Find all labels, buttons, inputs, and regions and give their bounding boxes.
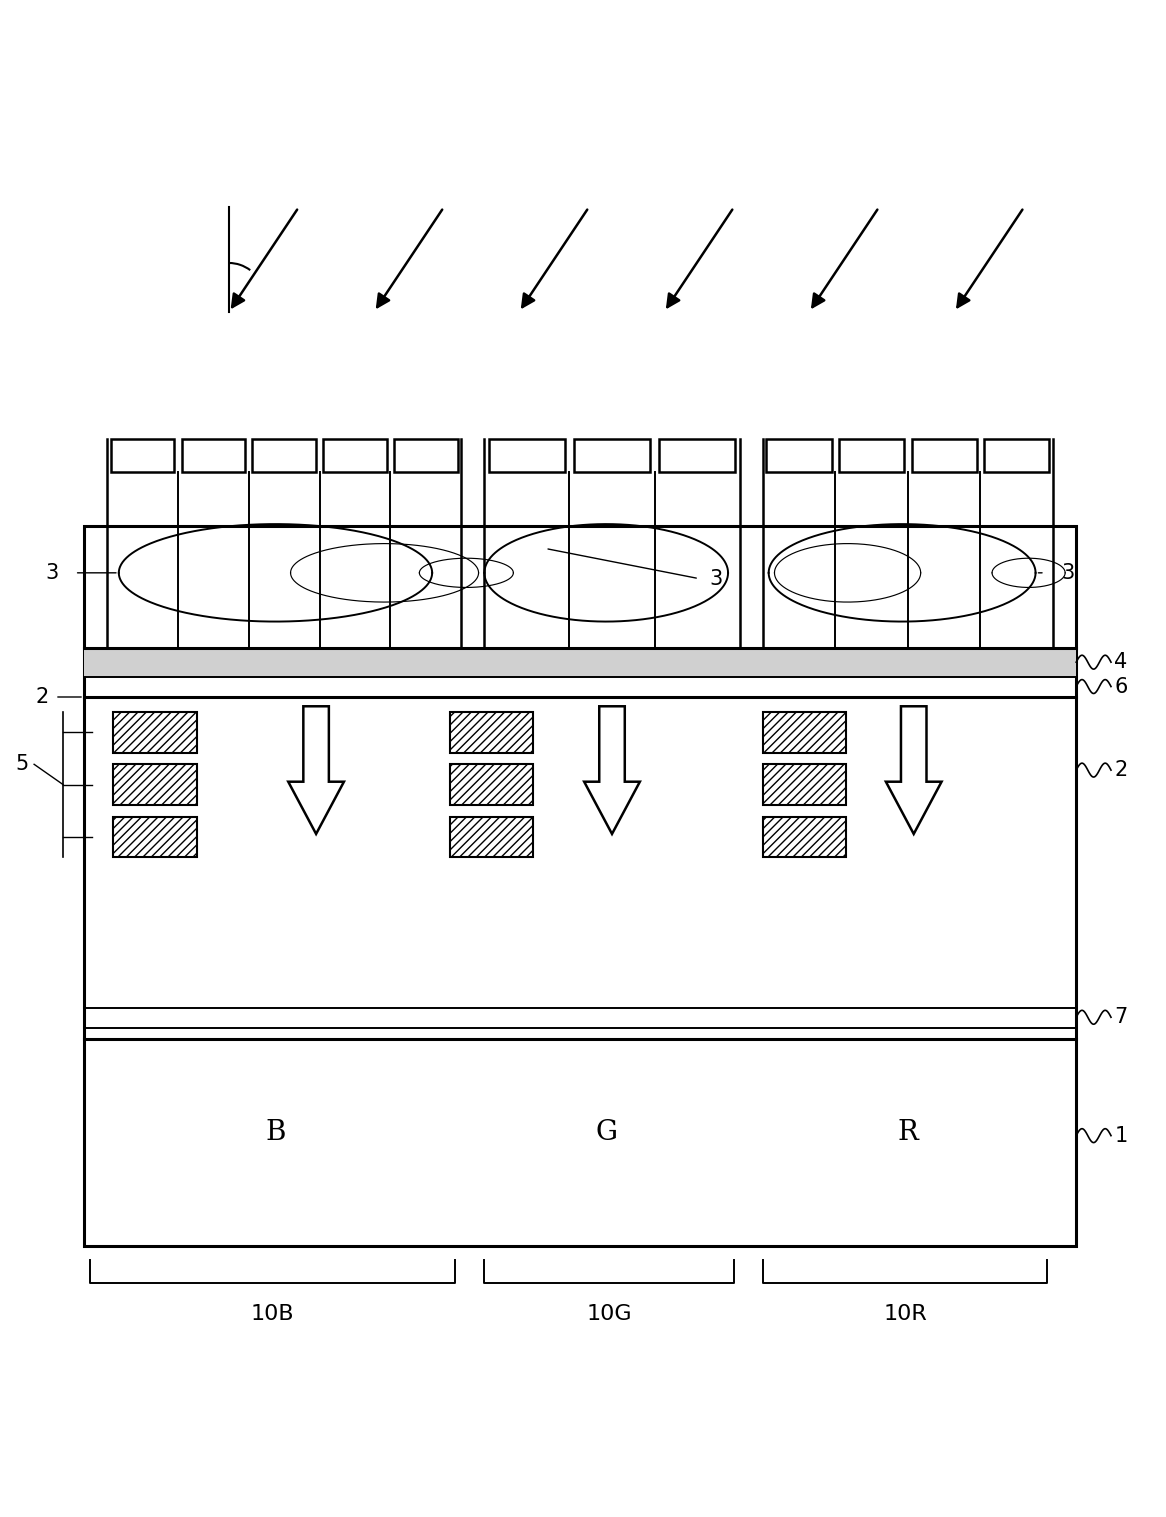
Text: 3: 3 [1061, 563, 1075, 583]
Bar [763, 711, 847, 752]
Text: 1: 1 [1115, 1126, 1128, 1145]
Bar [763, 765, 847, 806]
Text: 7: 7 [1115, 1007, 1128, 1027]
Bar [450, 711, 533, 752]
Text: 10G: 10G [586, 1305, 632, 1324]
Bar [574, 440, 651, 472]
Text: 3: 3 [710, 569, 723, 589]
Text: 6: 6 [1115, 677, 1128, 696]
Text: B: B [265, 1118, 286, 1145]
Bar [323, 440, 387, 472]
Polygon shape [288, 707, 344, 834]
Bar [984, 440, 1049, 472]
Text: 10B: 10B [251, 1305, 294, 1324]
Bar [252, 440, 316, 472]
Bar [84, 526, 1076, 1245]
Text: 2: 2 [1115, 760, 1128, 780]
Bar [450, 816, 533, 857]
Bar [182, 440, 245, 472]
Bar [113, 711, 197, 752]
Bar [111, 440, 175, 472]
Text: 2: 2 [36, 687, 49, 707]
Text: 10R: 10R [883, 1305, 927, 1324]
Text: G: G [595, 1118, 617, 1145]
Polygon shape [886, 707, 942, 834]
Bar [113, 765, 197, 806]
Bar [912, 440, 977, 472]
Bar [840, 440, 905, 472]
Bar [489, 440, 566, 472]
Bar [766, 440, 831, 472]
Bar [113, 816, 197, 857]
Bar [394, 440, 457, 472]
Polygon shape [584, 707, 640, 834]
Text: 5: 5 [15, 754, 28, 774]
Text: R: R [898, 1118, 919, 1145]
Bar [84, 648, 1076, 677]
Text: 3: 3 [45, 563, 58, 583]
Text: 4: 4 [1115, 652, 1128, 672]
Bar [659, 440, 736, 472]
Bar [450, 765, 533, 806]
Bar [763, 816, 847, 857]
